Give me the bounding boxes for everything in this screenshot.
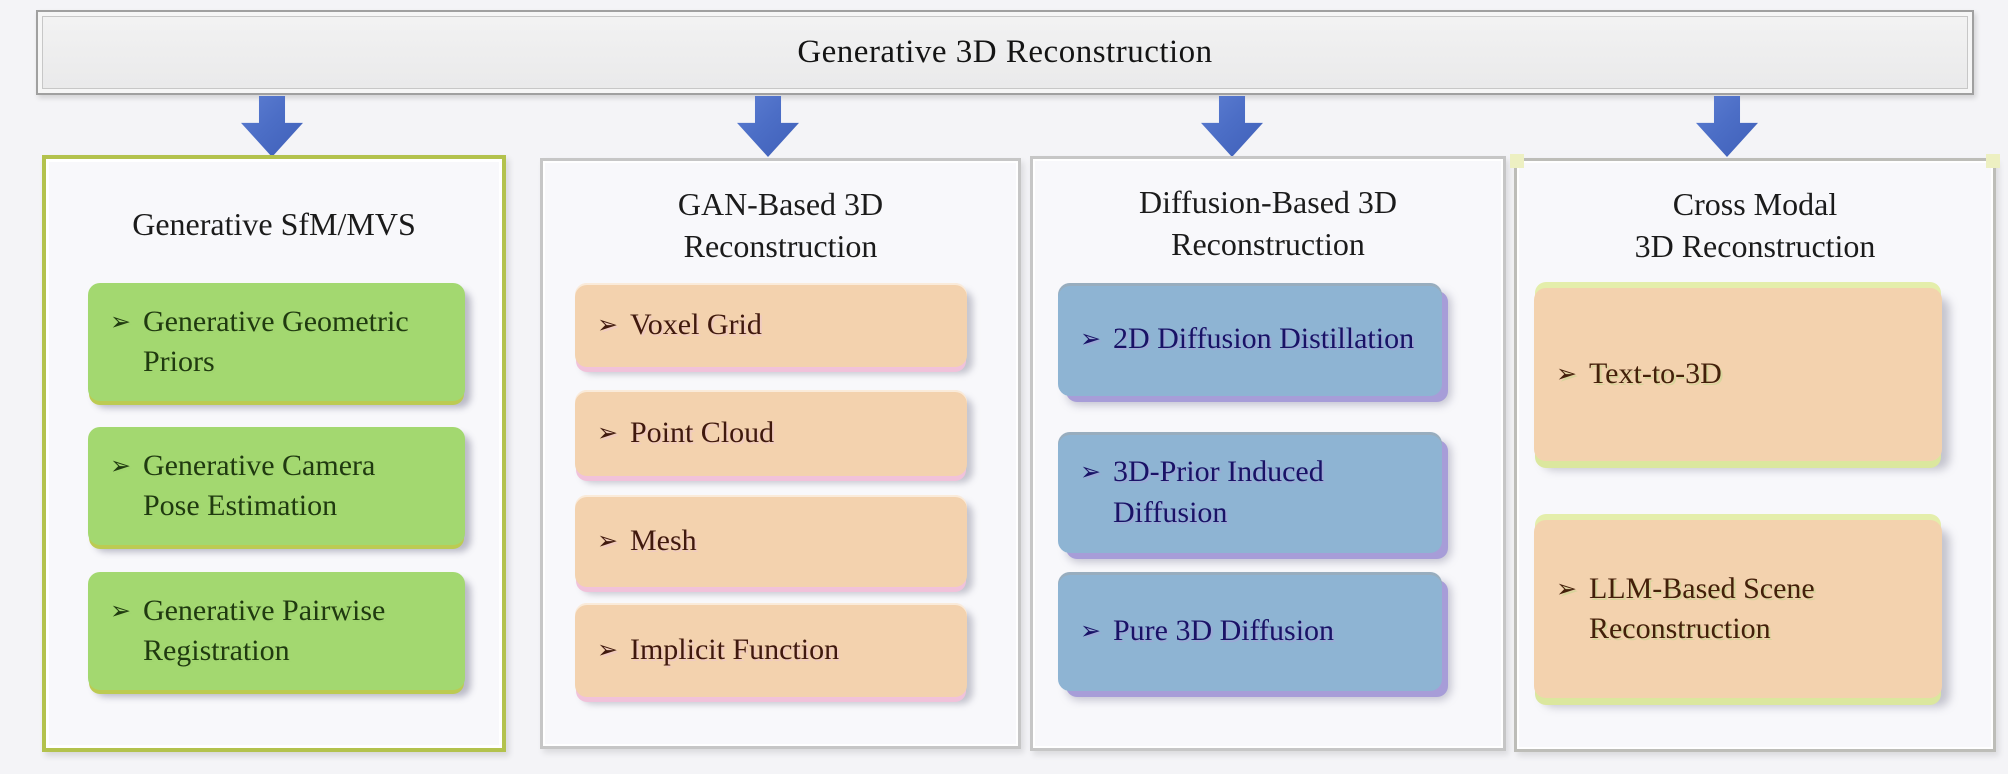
arrowhead-bullet-icon: ➢ <box>1080 324 1101 354</box>
list-item: ➢ Mesh <box>575 495 967 587</box>
down-arrow-icon <box>737 96 799 157</box>
arrowhead-bullet-icon: ➢ <box>110 306 131 336</box>
down-arrow-icon <box>1696 96 1758 157</box>
column-generative-sfm-mvs: Generative SfM/MVS ➢ Generative Geometri… <box>42 155 506 752</box>
column-gan-based-3d-reconstruction: GAN-Based 3D Reconstruction ➢ Voxel Grid… <box>540 158 1021 749</box>
arrowhead-bullet-icon: ➢ <box>1080 457 1101 486</box>
list-item-label: Generative Geometric Priors <box>142 304 409 379</box>
list-item-label: Text-to-3D <box>1588 357 1722 391</box>
list-item: ➢ 3D-Prior Induced Diffusion <box>1058 432 1442 553</box>
diagram-title: Generative 3D Reconstruction <box>797 34 1213 70</box>
column-diffusion-based-3d-reconstruction: Diffusion-Based 3D Reconstruction ➢ 2D D… <box>1030 156 1506 751</box>
list-item-label: Generative Pairwise Registration <box>142 593 386 668</box>
list-item-label: Mesh <box>629 523 697 557</box>
list-item: ➢ Text-to-3D <box>1534 288 1942 461</box>
list-item: ➢ Implicit Function <box>575 603 967 697</box>
down-arrow-icon <box>241 96 303 157</box>
list-item-label: 3D-Prior Induced Diffusion <box>1112 455 1324 529</box>
column-header: GAN-Based 3D Reconstruction <box>677 186 884 265</box>
list-item: ➢ Generative Pairwise Registration <box>88 572 465 690</box>
down-arrow-icon <box>1201 96 1263 157</box>
column-header: Diffusion-Based 3D Reconstruction <box>1138 184 1398 263</box>
arrowhead-bullet-icon: ➢ <box>1080 616 1101 646</box>
list-item: ➢ 2D Diffusion Distillation <box>1058 283 1442 396</box>
list-item: ➢ Voxel Grid <box>575 283 967 367</box>
list-item: ➢ Pure 3D Diffusion <box>1058 572 1442 691</box>
arrowhead-bullet-icon: ➢ <box>597 309 618 339</box>
list-item-label: 2D Diffusion Distillation <box>1112 322 1415 356</box>
column-header: Cross Modal 3D Reconstruction <box>1634 186 1876 265</box>
list-item: ➢ Generative Geometric Priors <box>88 283 465 401</box>
column-cross-modal-3d-reconstruction: Cross Modal 3D Reconstruction ➢ Text-to-… <box>1510 154 2000 752</box>
column-header: Generative SfM/MVS <box>132 206 416 242</box>
list-item-label: LLM-Based Scene Reconstruction <box>1588 571 1815 646</box>
list-item: ➢ LLM-Based Scene Reconstruction <box>1534 520 1942 698</box>
list-item-label: Pure 3D Diffusion <box>1112 614 1335 648</box>
list-item-label: Implicit Function <box>629 632 840 666</box>
list-item-label: Point Cloud <box>629 415 775 449</box>
list-item-label: Voxel Grid <box>629 307 762 341</box>
arrowhead-bullet-icon: ➢ <box>110 450 131 480</box>
arrowhead-bullet-icon: ➢ <box>597 417 618 447</box>
list-item: ➢ Generative Camera Pose Estimation <box>88 427 465 545</box>
arrowhead-bullet-icon: ➢ <box>1556 573 1577 603</box>
arrowhead-bullet-icon: ➢ <box>597 525 618 555</box>
arrowhead-bullet-icon: ➢ <box>110 595 131 625</box>
list-item: ➢ Point Cloud <box>575 390 967 476</box>
arrowhead-bullet-icon: ➢ <box>1556 359 1577 389</box>
root-node-banner: Generative 3D Reconstruction <box>36 10 1974 95</box>
arrowhead-bullet-icon: ➢ <box>597 634 618 664</box>
list-item-label: Generative Camera Pose Estimation <box>142 448 376 523</box>
